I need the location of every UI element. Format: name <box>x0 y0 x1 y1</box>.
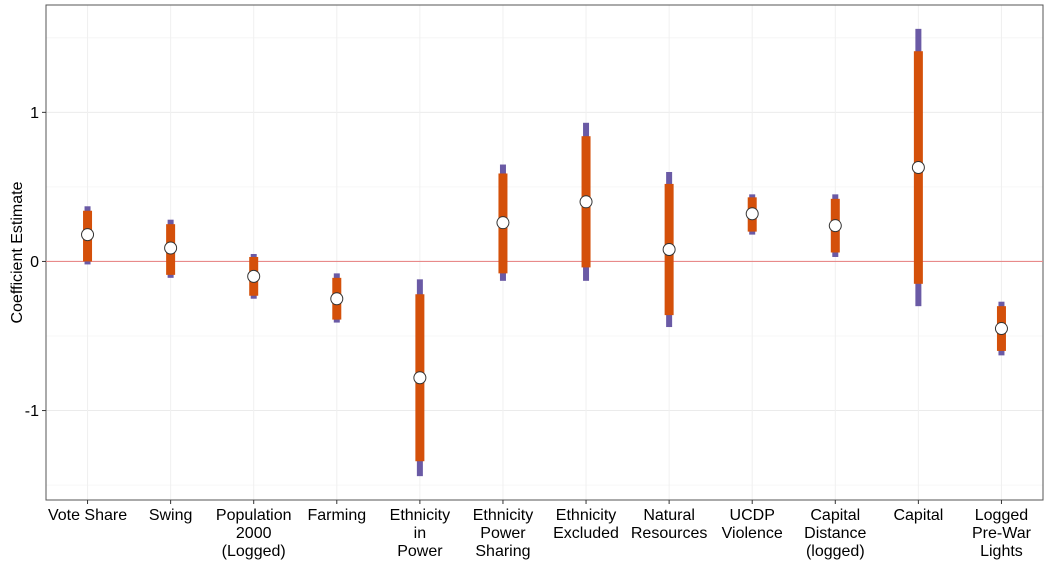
x-axis: Vote Share Swing Population 2000 (Logged) Far… <box>48 500 1032 560</box>
point-estimate <box>330 292 344 306</box>
point-estimate <box>994 322 1008 336</box>
coefficient-mark <box>994 301 1008 356</box>
point-estimate <box>164 241 178 255</box>
plot-border <box>45 4 1044 501</box>
coefficient-mark <box>828 194 842 257</box>
point-estimate <box>745 207 759 221</box>
y-tick-label: 1 <box>30 105 39 122</box>
x-tick-label: Capital <box>893 507 943 524</box>
x-tick-label: Farming <box>307 507 366 524</box>
coefficient-mark <box>662 171 676 328</box>
coefficient-mark <box>247 253 261 299</box>
x-tick-label: UCDP Violence <box>722 507 783 542</box>
coefficient-mark <box>330 273 344 323</box>
coefficient-mark <box>745 194 759 235</box>
coefficient-mark <box>911 28 925 307</box>
y-axis-title: Coefficient Estimate <box>9 181 26 323</box>
x-tick-label: Population 2000 (Logged) <box>216 507 292 560</box>
coefficient-mark <box>164 219 178 278</box>
point-estimate <box>413 371 427 385</box>
grid-layer <box>46 5 1043 500</box>
y-tick-label: 0 <box>30 254 39 271</box>
marks-layer <box>81 28 1008 477</box>
point-estimate <box>828 219 842 233</box>
x-tick-label: Capital Distance (logged) <box>804 507 866 560</box>
y-axis: 1 0 -1 <box>25 105 46 420</box>
y-tick-label: -1 <box>25 403 39 420</box>
coefficient-mark <box>413 279 427 477</box>
x-tick-label: Ethnicity Excluded <box>553 507 619 542</box>
point-estimate <box>247 269 261 283</box>
x-tick-label: Natural Resources <box>631 507 707 542</box>
x-tick-label: Ethnicity Power Sharing <box>473 507 533 560</box>
coefficient-mark <box>81 206 95 265</box>
point-estimate <box>662 243 676 257</box>
x-tick-label: Swing <box>149 507 193 524</box>
coefficient-mark <box>579 122 593 281</box>
point-estimate <box>496 216 510 230</box>
x-tick-label: Ethnicity in Power <box>390 507 450 560</box>
coefficient-mark <box>496 164 510 281</box>
x-tick-label: Logged Pre-War Lights <box>972 507 1032 560</box>
point-estimate <box>579 195 593 209</box>
x-tick-label: Vote Share <box>48 507 127 524</box>
point-estimate <box>911 161 925 175</box>
point-estimate <box>81 228 95 242</box>
